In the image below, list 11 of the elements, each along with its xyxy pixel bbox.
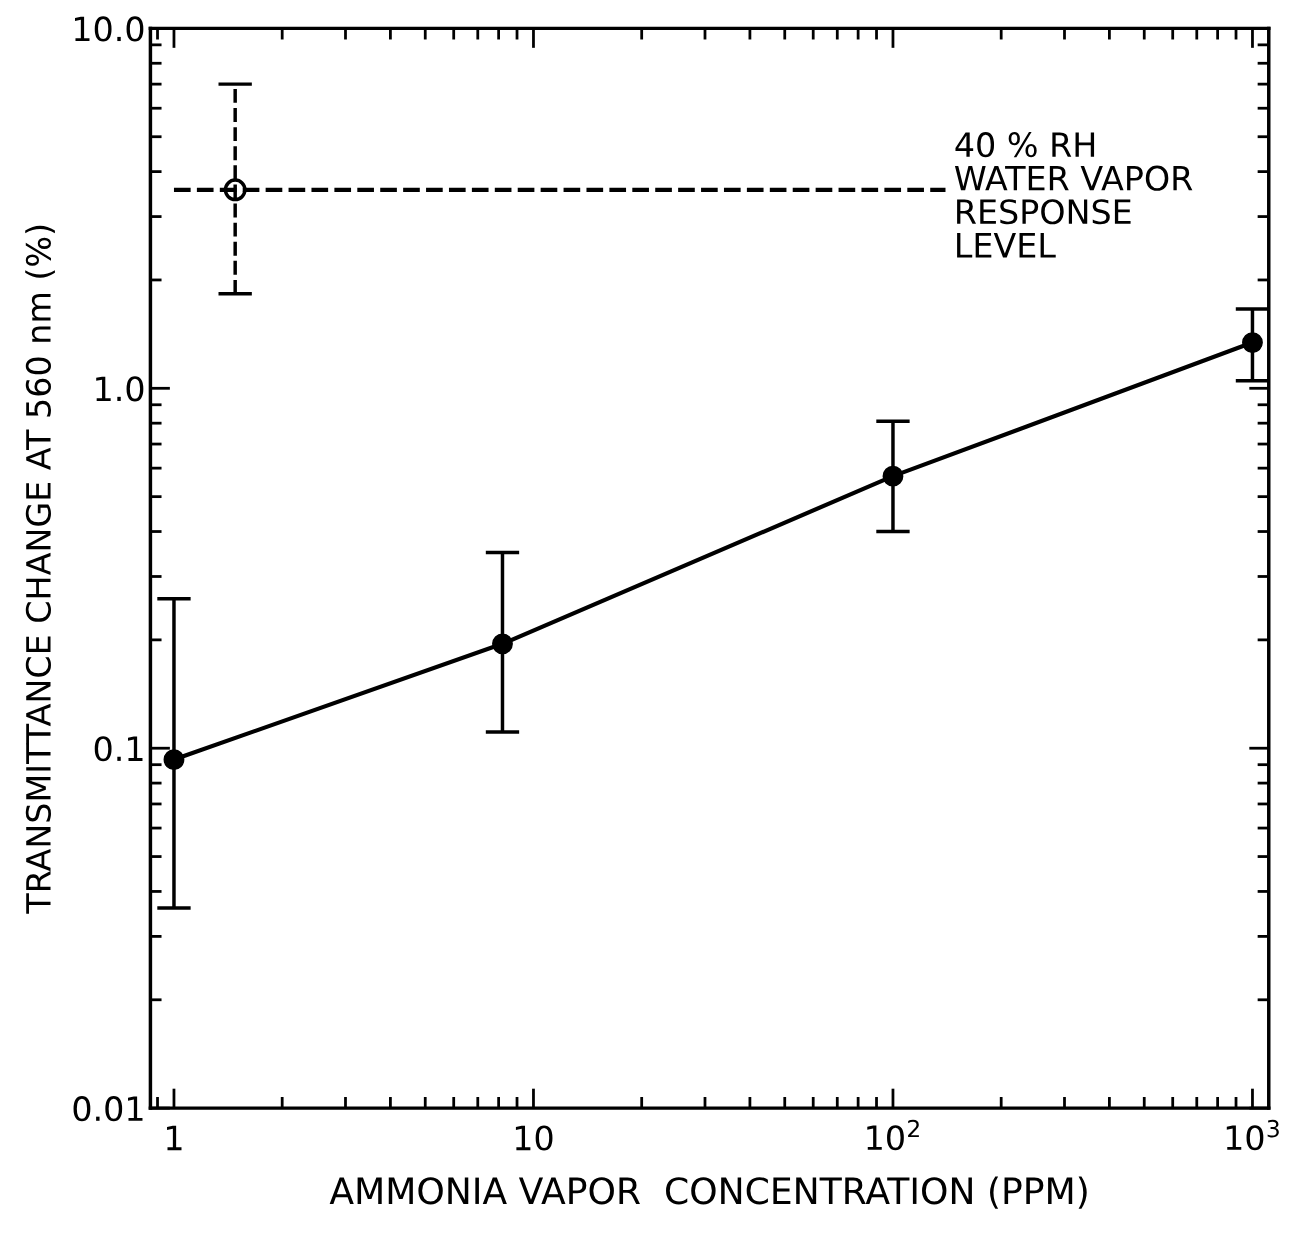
- y-tick-label: 10.0: [75, 16, 144, 42]
- y-tick-label: 0.1: [94, 736, 143, 762]
- y-axis-title: TRANSMITTANCE CHANGE AT 560 nm (%): [25, 225, 55, 914]
- annotation: 40 % RH WATER VAPOR RESPONSE LEVEL: [954, 132, 1193, 258]
- y-tick-label: 0.01: [73, 1096, 143, 1122]
- x-tick-label: 1: [167, 1125, 182, 1151]
- x-tick-label: 10$^{3}$: [1226, 1119, 1279, 1151]
- x-tick-label: 10: [515, 1125, 553, 1151]
- x-axis-title: AMMONIA VAPOR CONCENTRATION (PPM): [329, 1176, 1087, 1209]
- y-tick-label: 1.0: [96, 376, 144, 402]
- x-tick-label: 10$^{2}$: [867, 1119, 919, 1151]
